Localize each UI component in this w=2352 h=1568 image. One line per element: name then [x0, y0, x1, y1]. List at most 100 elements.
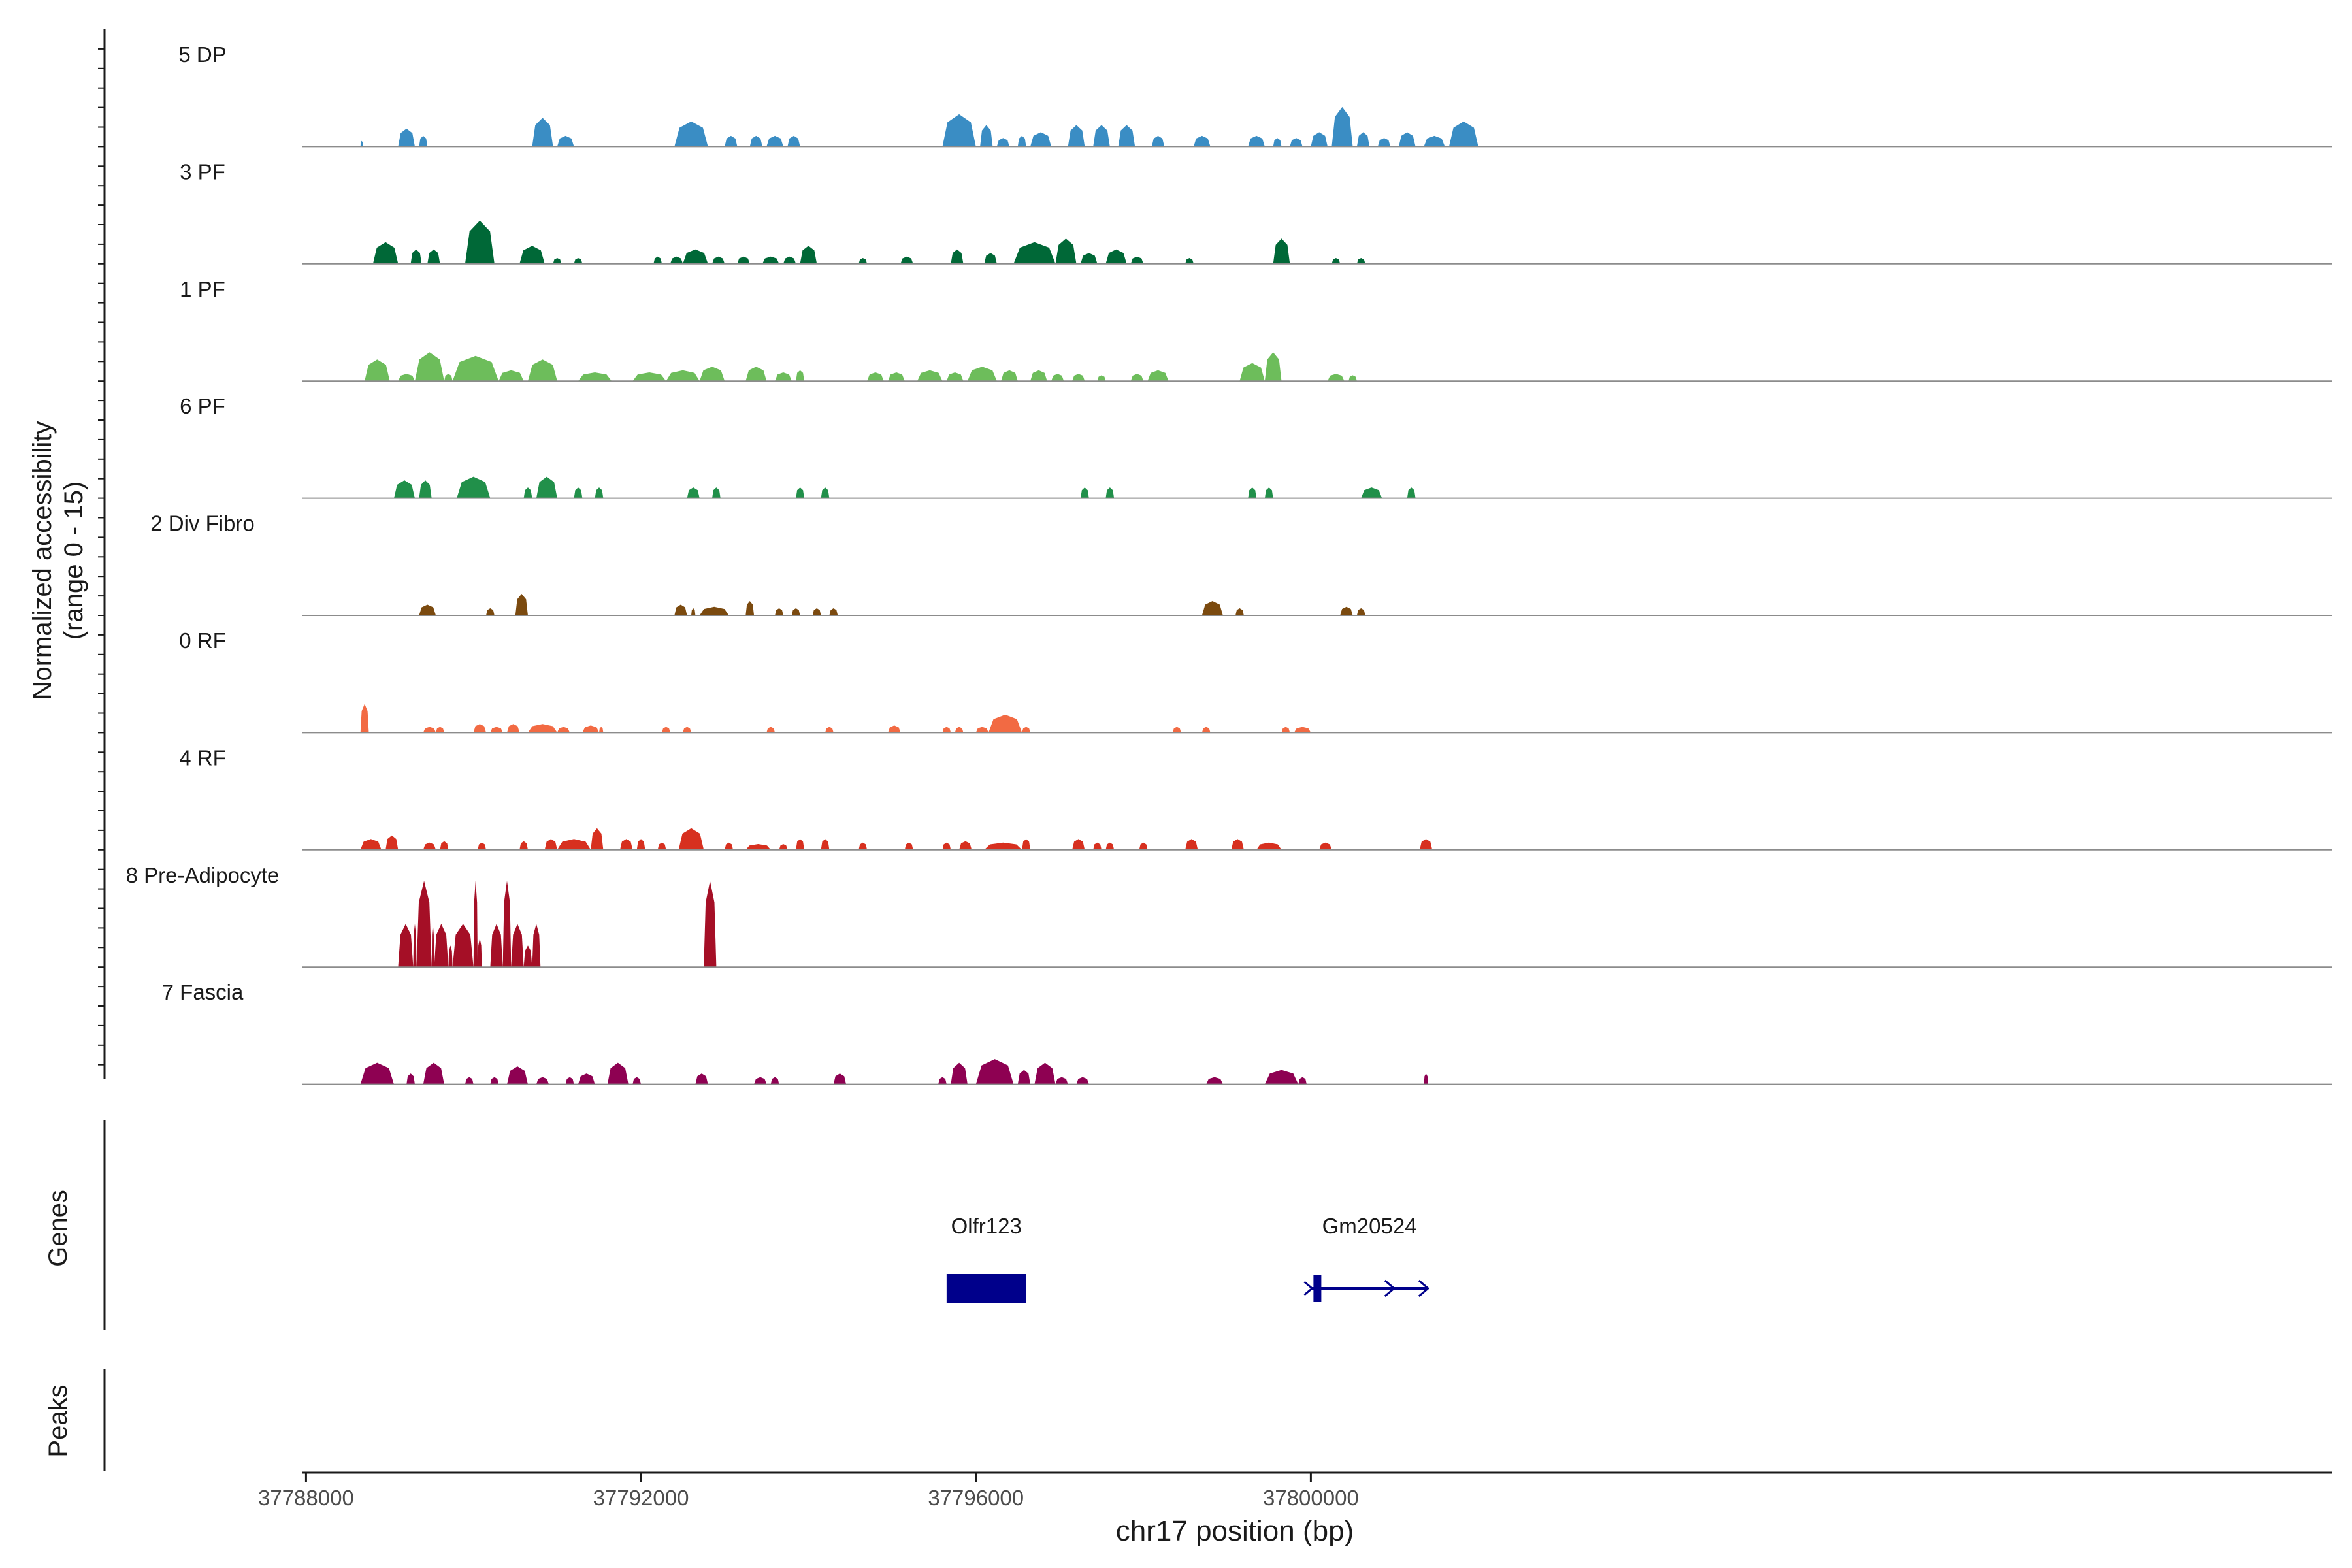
coverage-peak	[946, 372, 964, 382]
coverage-peak	[523, 487, 532, 498]
coverage-peak	[967, 367, 997, 382]
coverage-peak	[1264, 352, 1282, 382]
coverage-peak	[980, 125, 993, 147]
gene-label: Gm20524	[1322, 1214, 1417, 1238]
coverage-peak	[666, 370, 700, 382]
coverage-peak	[528, 724, 557, 733]
y-axis	[98, 29, 106, 1079]
coverage-peak	[725, 135, 738, 147]
coverage-peak	[1093, 842, 1102, 850]
coverage-peak	[1118, 125, 1135, 147]
coverage-peak	[419, 604, 436, 615]
coverage-peak	[1206, 1077, 1223, 1085]
strand-arrow	[1384, 1279, 1396, 1298]
coverage-peak	[398, 924, 414, 968]
coverage-peak	[1201, 601, 1223, 615]
coverage-peak	[712, 487, 721, 498]
coverage-peak	[565, 1077, 574, 1085]
coverage-peak	[1105, 487, 1115, 498]
coverage-peak	[1068, 125, 1085, 147]
coverage-peak	[1356, 132, 1370, 147]
genes-panel: Genes Olfr123 Gm20524	[44, 1120, 1430, 1330]
coverage-peak	[507, 724, 520, 733]
coverage-peak	[1328, 374, 1345, 382]
gene-label: Olfr123	[951, 1214, 1022, 1238]
coverage-peak	[365, 359, 390, 382]
coverage-peak	[1448, 121, 1478, 147]
strand-arrow	[1418, 1279, 1430, 1298]
coverage-peak	[942, 727, 951, 733]
coverage-peak	[1072, 839, 1085, 850]
coverage-peak	[1264, 1070, 1299, 1085]
coverage-peak	[578, 372, 612, 382]
coverage-peak	[1248, 487, 1257, 498]
coverage-peak	[1298, 1077, 1307, 1085]
coverage-peak	[745, 601, 755, 615]
coverage-peak	[465, 1077, 474, 1085]
coverage-peak	[636, 839, 645, 850]
coverage-peak	[486, 608, 495, 615]
coverage-peak	[821, 839, 830, 850]
coverage-peak	[536, 1077, 549, 1085]
coverage-peak	[984, 253, 997, 264]
coverage-peak	[678, 828, 704, 850]
coverage-peak	[888, 372, 905, 382]
coverage-peak	[1105, 249, 1127, 264]
coverage-peak	[416, 881, 432, 968]
coverage-peak	[431, 924, 434, 968]
coverage-peak	[553, 258, 562, 264]
coverage-peak	[423, 1062, 444, 1085]
coverage-peak	[821, 487, 830, 498]
coverage-peak	[423, 842, 436, 850]
coverage-peak	[657, 842, 666, 850]
coverage-peak	[1331, 106, 1353, 147]
coverage-peak	[695, 1073, 708, 1085]
coverage-peak	[1051, 374, 1064, 382]
coverage-peak	[1311, 132, 1328, 147]
coverage-peak	[1348, 375, 1357, 382]
coverage-peak	[528, 359, 557, 382]
coverage-peak	[1055, 238, 1077, 264]
coverage-peak	[360, 839, 382, 850]
track-0-rf: 0 RF	[179, 629, 2332, 734]
y-axis-title-line1: Normalized accessibility	[28, 421, 57, 700]
coverage-peak	[1361, 487, 1382, 498]
coverage-peak	[787, 135, 800, 147]
coverage-peak	[674, 604, 687, 615]
gene-exon	[946, 1274, 1026, 1303]
coverage-peak	[490, 727, 503, 733]
coverage-peak	[745, 367, 767, 382]
coverage-peak	[557, 727, 570, 733]
coverage-peak	[1231, 839, 1244, 850]
coverage-peak	[1034, 1062, 1056, 1085]
coverage-peak	[988, 714, 1022, 733]
x-axis: 37788000 37792000 37796000 37800000	[258, 1471, 2332, 1510]
coverage-peak	[574, 487, 583, 498]
coverage-peak	[473, 881, 478, 968]
coverage-peak	[942, 114, 976, 147]
coverage-peak	[812, 608, 821, 615]
coverage-peak	[372, 242, 399, 264]
coverage-peak	[1235, 608, 1244, 615]
x-axis-title: chr17 position (bp)	[1116, 1515, 1354, 1547]
coverage-peak	[1147, 370, 1169, 382]
coverage-peak	[1151, 135, 1165, 147]
coverage-peak	[959, 841, 972, 850]
coverage-peak	[1319, 842, 1332, 850]
coverage-peak	[532, 924, 541, 968]
peaks-panel: Peaks	[44, 1369, 106, 1471]
track-6-pf: 6 PF	[180, 394, 2332, 499]
coverage-peak	[632, 1077, 642, 1085]
coverage-peak	[955, 727, 964, 733]
coverage-peak	[833, 1073, 847, 1085]
track-label: 4 RF	[179, 745, 226, 770]
coverage-peak	[544, 839, 557, 850]
coverage-peak	[796, 487, 804, 498]
coverage-peak	[825, 727, 834, 733]
coverage-peak	[1424, 1073, 1428, 1085]
gene-olfr123: Olfr123	[946, 1214, 1026, 1303]
coverage-peak	[1356, 258, 1365, 264]
coverage-peak	[1201, 727, 1211, 733]
coverage-peak	[749, 135, 762, 147]
coverage-peak	[783, 256, 796, 264]
